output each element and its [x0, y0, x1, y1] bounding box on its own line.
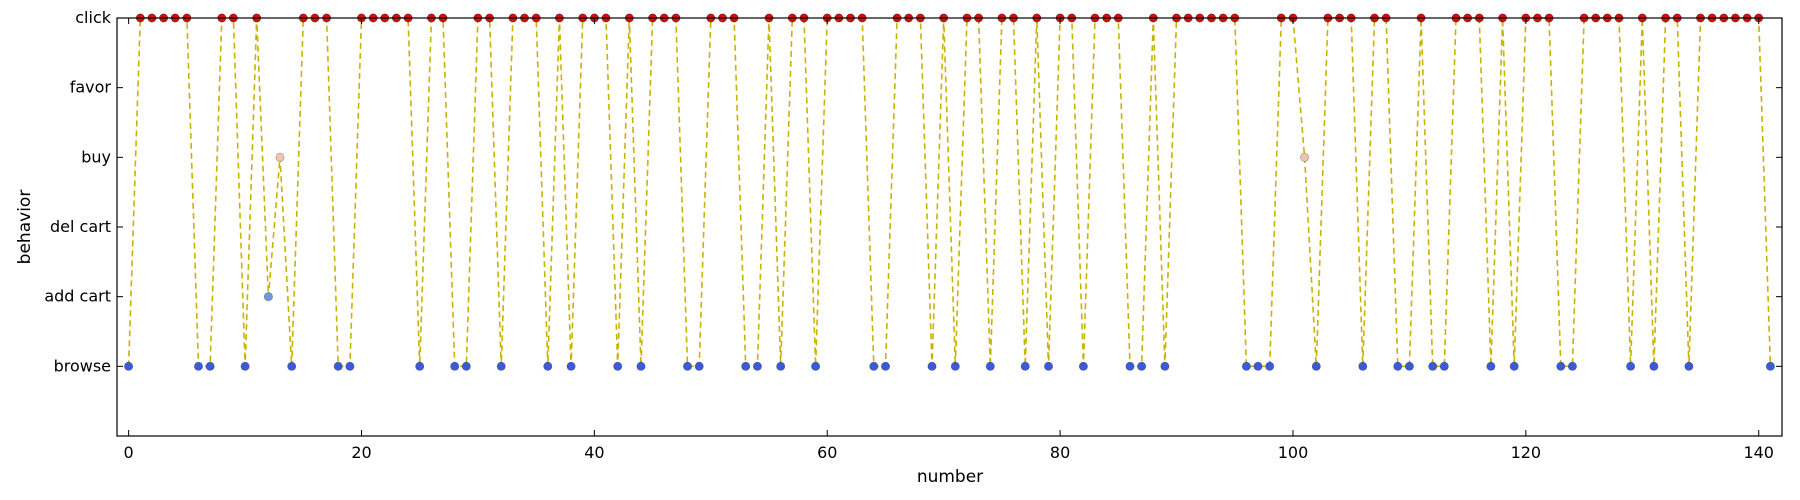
- x-tick-label: 40: [584, 443, 604, 462]
- x-tick-label: 20: [351, 443, 371, 462]
- series-layer: [124, 13, 1775, 371]
- x-tick-label: 100: [1278, 443, 1309, 462]
- data-point: [543, 361, 553, 371]
- data-point: [1684, 361, 1694, 371]
- data-point: [1311, 361, 1321, 371]
- series-line: [127, 17, 1772, 368]
- data-point: [1137, 361, 1147, 371]
- data-point: [1020, 361, 1030, 371]
- data-point: [1649, 361, 1659, 371]
- data-point: [927, 361, 937, 371]
- data-point: [1241, 361, 1251, 371]
- data-point: [415, 361, 425, 371]
- data-point: [1160, 361, 1170, 371]
- data-point: [985, 361, 995, 371]
- data-point: [1393, 361, 1403, 371]
- x-axis-label: number: [917, 467, 983, 487]
- data-point: [461, 361, 471, 371]
- data-point: [1253, 361, 1263, 371]
- data-point: [1556, 361, 1566, 371]
- data-point: [1265, 361, 1275, 371]
- data-point: [333, 361, 343, 371]
- data-point: [1439, 361, 1449, 371]
- y-tick-label: add cart: [44, 287, 111, 306]
- data-point: [1300, 152, 1310, 162]
- data-point: [205, 361, 215, 371]
- y-tick-label: browse: [54, 356, 111, 375]
- x-tick-label: 60: [817, 443, 837, 462]
- data-point: [194, 361, 204, 371]
- data-point: [752, 361, 762, 371]
- data-point: [1509, 361, 1519, 371]
- data-point: [613, 361, 623, 371]
- data-point: [345, 361, 355, 371]
- y-tick-label: buy: [81, 147, 111, 166]
- data-point: [1358, 361, 1368, 371]
- data-point: [682, 361, 692, 371]
- data-point: [124, 361, 134, 371]
- ticks-layer: 0 20 40 60 80 100 120 140 browse add cart del cart…: [44, 8, 1782, 462]
- data-point: [1486, 361, 1496, 371]
- y-tick-label: del cart: [50, 217, 111, 236]
- data-point: [240, 361, 250, 371]
- data-point: [1567, 361, 1577, 371]
- data-point: [950, 361, 960, 371]
- data-point: [880, 361, 890, 371]
- data-point: [741, 361, 751, 371]
- data-point: [694, 361, 704, 371]
- data-point: [450, 361, 460, 371]
- plot-frame: [116, 17, 1783, 437]
- data-point: [776, 361, 786, 371]
- data-point: [496, 361, 506, 371]
- data-point: [869, 361, 879, 371]
- data-point: [811, 361, 821, 371]
- data-point: [566, 361, 576, 371]
- data-point: [287, 361, 297, 371]
- data-point: [1044, 361, 1054, 371]
- y-tick-label: favor: [70, 78, 112, 97]
- x-tick-label: 80: [1050, 443, 1070, 462]
- data-point: [1125, 361, 1135, 371]
- data-point: [275, 152, 285, 162]
- data-point: [1078, 361, 1088, 371]
- data-point: [1765, 361, 1775, 371]
- y-axis-label: behavior: [15, 190, 35, 265]
- x-tick-label: 120: [1511, 443, 1542, 462]
- x-tick-label: 140: [1743, 443, 1774, 462]
- y-tick-label: click: [75, 8, 111, 27]
- data-point: [263, 292, 273, 302]
- data-point: [1404, 361, 1414, 371]
- x-tick-label: 0: [124, 443, 134, 462]
- data-point: [636, 361, 646, 371]
- data-point: [1626, 361, 1636, 371]
- data-point: [1428, 361, 1438, 371]
